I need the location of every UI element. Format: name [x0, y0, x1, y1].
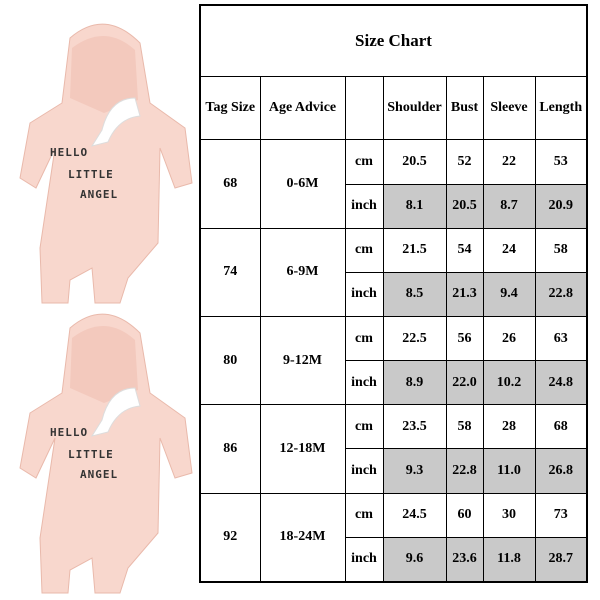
value-cell: 28 — [482, 404, 536, 450]
size-row: inch 8.9 22.0 10.2 24.8 — [200, 360, 588, 406]
value-cell: 22.8 — [445, 448, 484, 494]
tag-cell: 68 — [199, 139, 261, 229]
header-cell: Shoulder — [382, 76, 447, 141]
value-cell: 22.0 — [445, 360, 484, 406]
value-cell: 22 — [482, 139, 536, 185]
tag-cell: 80 — [199, 316, 261, 406]
size-row: 80 9-12M cm 22.5 56 26 63 — [199, 316, 588, 406]
size-table: Size Chart Tag Size Age Advice Shoulder Bus… — [199, 4, 588, 583]
value-cell: 21.3 — [445, 271, 484, 318]
print-text: HELLO — [50, 146, 88, 159]
value-cell: 9.4 — [482, 271, 536, 318]
age-cell: 6-9M — [259, 227, 346, 318]
value-cell: 24 — [482, 227, 536, 273]
size-row: inch 9.3 22.8 11.0 26.8 — [200, 448, 588, 494]
unit-cell: inch — [344, 360, 384, 406]
unit-cell: inch — [344, 183, 384, 229]
unit-cell: inch — [344, 271, 384, 318]
value-cell: 26 — [482, 316, 536, 362]
print-text: ANGEL — [80, 468, 118, 481]
value-cell: 11.0 — [482, 448, 536, 494]
header-row: Tag Size Age Advice Shoulder Bust Sleeve Leng… — [199, 76, 588, 141]
age-cell: 18-24M — [259, 492, 346, 583]
value-cell: 24.8 — [534, 360, 588, 406]
value-cell: 26.8 — [534, 448, 588, 494]
value-cell: 28.7 — [534, 536, 588, 583]
size-row: 86 12-18M cm 23.5 58 28 68 — [199, 404, 588, 494]
value-cell: 22.8 — [534, 271, 588, 318]
age-cell: 12-18M — [259, 404, 346, 494]
header-cell: Sleeve — [482, 76, 536, 141]
size-row: 74 6-9M cm 21.5 54 24 58 — [199, 227, 588, 318]
value-cell: 58 — [445, 404, 484, 450]
value-cell: 52 — [445, 139, 484, 185]
value-cell: 73 — [534, 492, 588, 538]
value-cell: 23.5 — [382, 404, 447, 450]
value-cell: 8.7 — [482, 183, 536, 229]
value-cell: 9.3 — [382, 448, 447, 494]
table-title: Size Chart — [199, 4, 588, 78]
header-cell: Tag Size — [199, 76, 261, 141]
value-cell: 23.6 — [445, 536, 484, 583]
value-cell: 30 — [482, 492, 536, 538]
value-cell: 53 — [534, 139, 588, 185]
value-cell: 22.5 — [382, 316, 447, 362]
unit-cell: cm — [344, 404, 384, 450]
value-cell: 10.2 — [482, 360, 536, 406]
value-cell: 20.5 — [445, 183, 484, 229]
age-cell: 0-6M — [259, 139, 346, 229]
value-cell: 58 — [534, 227, 588, 273]
unit-cell: inch — [344, 448, 384, 494]
unit-cell: inch — [344, 536, 384, 583]
value-cell: 20.9 — [534, 183, 588, 229]
value-cell: 8.1 — [382, 183, 447, 229]
product-images: HELLO LITTLE ANGEL HELLO LITTLE ANGEL — [19, 23, 193, 594]
tag-cell: 92 — [199, 492, 261, 583]
value-cell: 60 — [445, 492, 484, 538]
unit-cell: cm — [344, 316, 384, 362]
header-cell: Length — [534, 76, 588, 141]
header-cell: Bust — [445, 76, 484, 141]
size-row: 68 0-6M cm 20.5 52 22 53 — [199, 139, 588, 229]
tag-cell: 86 — [199, 404, 261, 494]
value-cell: 21.5 — [382, 227, 447, 273]
print-text: HELLO — [50, 426, 88, 439]
value-cell: 8.5 — [382, 271, 447, 318]
header-cell — [344, 76, 384, 141]
size-row: 92 18-24M cm 24.5 60 30 73 — [199, 492, 588, 583]
print-text: ANGEL — [80, 188, 118, 201]
unit-cell: cm — [344, 492, 384, 538]
size-row: inch 8.1 20.5 8.7 20.9 — [200, 183, 588, 229]
value-cell: 8.9 — [382, 360, 447, 406]
unit-cell: cm — [344, 139, 384, 185]
romper-image: HELLO LITTLE ANGEL — [19, 23, 193, 304]
romper-image: HELLO LITTLE ANGEL — [19, 313, 193, 594]
unit-cell: cm — [344, 227, 384, 273]
print-text: LITTLE — [68, 448, 114, 461]
print-text: LITTLE — [68, 168, 114, 181]
value-cell: 20.5 — [382, 139, 447, 185]
value-cell: 9.6 — [382, 536, 447, 583]
value-cell: 11.8 — [482, 536, 536, 583]
size-row: inch 9.6 23.6 11.8 28.7 — [200, 536, 588, 583]
header-cell: Age Advice — [259, 76, 346, 141]
value-cell: 24.5 — [382, 492, 447, 538]
value-cell: 56 — [445, 316, 484, 362]
size-row: inch 8.5 21.3 9.4 22.8 — [200, 271, 588, 318]
value-cell: 68 — [534, 404, 588, 450]
title-row: Size Chart — [199, 4, 588, 78]
value-cell: 54 — [445, 227, 484, 273]
tag-cell: 74 — [199, 227, 261, 318]
value-cell: 63 — [534, 316, 588, 362]
age-cell: 9-12M — [259, 316, 346, 406]
